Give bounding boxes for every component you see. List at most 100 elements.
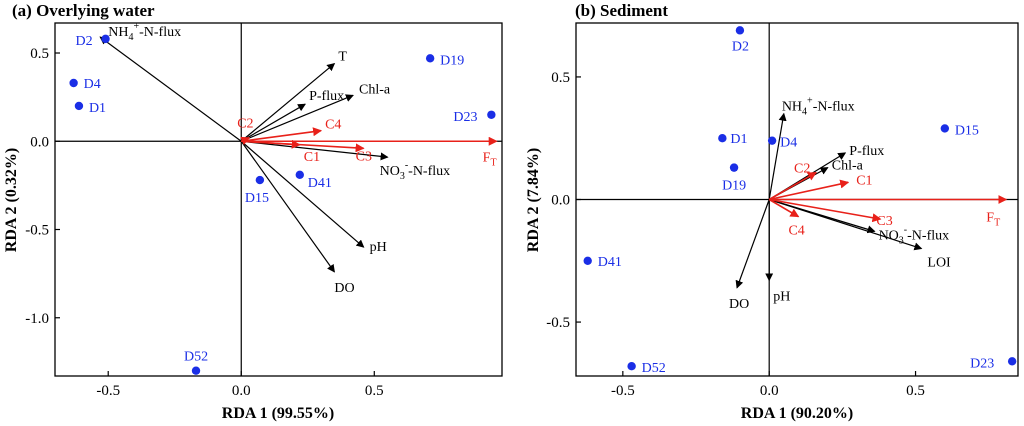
panel-a-xtick-label: -0.5	[96, 383, 120, 399]
panel-a-vector-nh-label-sup: +	[133, 21, 139, 32]
panel-b-sample-d4-label-text: D4	[780, 136, 797, 151]
panel-a-response-c4	[241, 127, 323, 143]
panel-a-response-c2-label: C2	[237, 117, 253, 132]
panel-a-vector-ph	[240, 140, 365, 248]
panel-a-response-c1-label-text: C1	[304, 150, 320, 165]
panel-b-vector-ph-label: pH	[773, 289, 790, 304]
panel-a-vector-ph-label-text: pH	[370, 240, 387, 255]
panel-b-sample-d2-label: D2	[732, 39, 749, 54]
panel-a-vector-t-label: T	[338, 50, 347, 65]
panel-a-vector-nh-label-text: NH	[108, 25, 128, 40]
panel-b-vectors: NH4+-N-fluxP-fluxChl-aNO3--N-fluxLOIpHDO…	[729, 96, 1008, 312]
panel-b-response-c4	[768, 198, 800, 218]
panel-b-sample-d52-label: D52	[642, 361, 666, 376]
panel-b-response-c1-label-text: C1	[856, 173, 872, 188]
panel-a-vector-chl-a-label: Chl-a	[359, 82, 391, 97]
panel-b-sample-d41-label-text: D41	[598, 255, 622, 270]
panel-a-vector-chl-a	[241, 94, 354, 142]
panel-b-response-c3-label-text: C3	[876, 214, 892, 229]
panel-b-sample-d15-label: D15	[955, 123, 979, 138]
panel-a-vector-t-label-text: T	[338, 50, 347, 65]
panel-b-xtick-label: 0.5	[906, 383, 925, 399]
panel-b-vector-p-flux-label: P-flux	[849, 144, 884, 159]
panel-a-vector-no-label-sup: -	[405, 160, 408, 171]
panel-a-sample-d41-label: D41	[308, 176, 332, 191]
panel-b-vector-nh-label-sup: +	[807, 96, 813, 107]
panel-a-ytick-label: -1.0	[25, 311, 49, 327]
panel-a-vector-p-flux	[240, 103, 306, 142]
panel-b-response-c4-label: C4	[788, 224, 804, 239]
panel-b-response-c2	[768, 171, 817, 201]
panel-a-sample-d41-label-text: D41	[308, 176, 332, 191]
panel-b-vector-nh-label-sub: 4	[802, 107, 807, 118]
panel-b-vector-chl-a-label-text: Chl-a	[832, 159, 864, 174]
panel-a-vector-p-flux-label-text: P-flux	[309, 89, 344, 104]
panel-a-response-c3-label-text: C3	[356, 149, 372, 164]
panel-a: (a) Overlying water -0.5 0.0 0.50.50.0-0.5…	[3, 1, 503, 422]
panel-a-sample-d15	[255, 175, 265, 185]
panel-b-xtick-label: 0.0	[760, 383, 779, 399]
panel-a-vector-nh	[99, 36, 242, 142]
panel-b-vector-nh	[768, 112, 787, 200]
panel-b-response-c2-label-text: C2	[794, 162, 810, 177]
panel-a-sample-d19	[425, 54, 435, 63]
panel-a-response-f-label-text: F	[483, 150, 491, 165]
panel-b-vector-do-label: DO	[729, 297, 749, 312]
panel-b-sample-d2	[735, 26, 745, 35]
panel-b-vector-nh-label: NH4+-N-flux	[782, 96, 855, 118]
panel-a-samples: D2 D4 D1 D19 D23 D15 D41 D52	[69, 34, 496, 375]
panel-b-axes: -0.5 0.0 0.5 0.5 0.0 -0.5	[546, 23, 1018, 399]
panel-b-sample-d19	[729, 163, 739, 172]
panel-a-sample-d1-label: D1	[89, 101, 106, 116]
panel-b-response-f-label: FT	[986, 211, 1000, 229]
panel-a-frame	[54, 22, 503, 377]
panel-a-vector-no-label: NO3--N-flux	[380, 160, 451, 182]
panel-b-sample-d15-label-text: D15	[955, 123, 979, 138]
panel-b-vector-loi-label: LOI	[927, 256, 951, 271]
panel-a-sample-d1-label-text: D1	[89, 101, 106, 116]
panel-a-axes: -0.5 0.0 0.5 0.5 0.0 -0.5 -1.0	[25, 23, 502, 399]
panel-a-response-c4-label: C4	[325, 118, 341, 133]
panel-b-sample-d52-label-text: D52	[642, 361, 666, 376]
panel-b-response-c1-label: C1	[856, 173, 872, 188]
panel-b-sample-d2-label-text: D2	[732, 39, 749, 54]
panel-a-vector-chl-a-label-text: Chl-a	[359, 82, 391, 97]
panel-a-response-f-label: FT	[483, 150, 497, 168]
panel-b-sample-d4	[767, 136, 777, 145]
panel-b-response-c1	[769, 179, 850, 201]
panel-a-sample-d4-label-text: D4	[84, 77, 101, 92]
panel-a-vector-p-flux-label: P-flux	[309, 89, 344, 104]
panel-b-sample-d19-label: D19	[722, 179, 746, 194]
panel-b-response-f-label-text: F	[986, 211, 994, 226]
panel-b-ylabel: RDA 2 (7.84%)	[525, 148, 542, 252]
panel-b-sample-d19-label-text: D19	[722, 179, 746, 194]
panel-b-vector-do	[735, 199, 770, 289]
panel-a-vector-no	[241, 140, 389, 161]
panel-b-vector-no-label-tail: -N-flux	[907, 228, 949, 243]
panel-b-response-c3	[769, 198, 882, 223]
panel-b-sample-d4-label: D4	[780, 136, 797, 151]
panel-a-sample-d52-label: D52	[184, 350, 208, 365]
panel-a-vector-do-label: DO	[334, 281, 354, 296]
panel-a-sample-d2-label-text: D2	[76, 34, 93, 49]
panel-b-xtick-label: -0.5	[611, 383, 635, 399]
panel-b-sample-d1-label: D1	[730, 132, 747, 147]
panel-b-sample-d23	[1007, 357, 1017, 366]
panel-b-vector-no-label-sup: -	[904, 224, 907, 235]
panel-b-vector-p-flux-label-text: P-flux	[849, 144, 884, 159]
panel-b-vector-chl-a-label: Chl-a	[832, 159, 864, 174]
panel-b-sample-d1-label-text: D1	[730, 132, 747, 147]
panel-b-vector-no-label-sub: 3	[899, 235, 904, 246]
panel-b-sample-d23-label-text: D23	[970, 356, 994, 371]
panel-a-response-f-label-sub: T	[490, 157, 496, 168]
panel-b-vector-do-label-text: DO	[729, 297, 749, 312]
panel-a-sample-d1	[74, 101, 84, 111]
panel-a-vector-nh-label-sub: 4	[128, 32, 133, 43]
panel-b-sample-d41-label: D41	[598, 255, 622, 270]
panel-a-sample-d2-label: D2	[76, 34, 93, 49]
panel-b-ytick-label: 0.5	[551, 70, 570, 86]
panel-b-sample-d23-label: D23	[970, 356, 994, 371]
panel-a-sample-d52-label-text: D52	[184, 350, 208, 365]
